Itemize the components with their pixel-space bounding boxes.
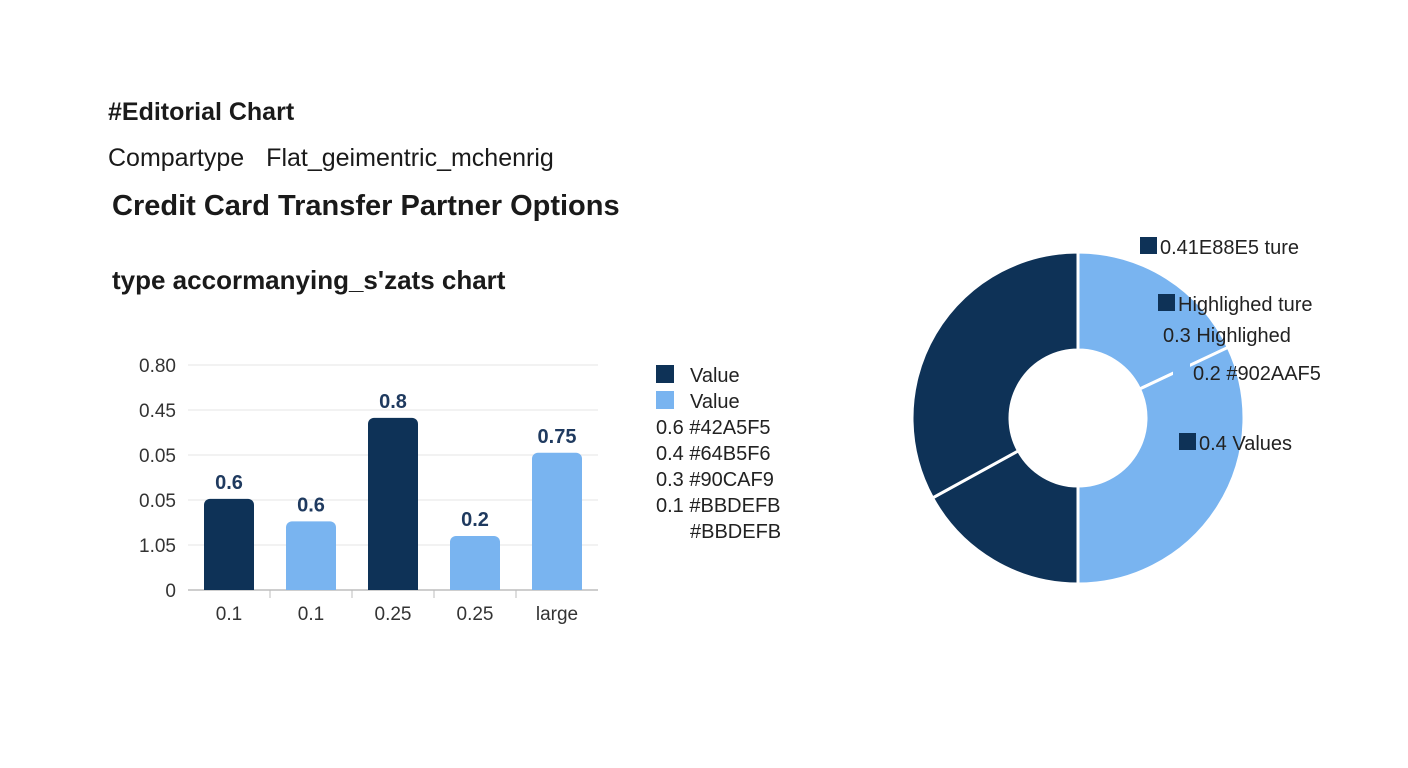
donut-legend-label: 0.41E88E5 ture (1160, 237, 1299, 259)
donut-chart: 0.41E88E5 ture Highlighed ture 0.3 Highlig… (910, 237, 1321, 586)
editorial-tag: #Editorial Chart (108, 98, 295, 126)
donut-slice (931, 449, 1080, 586)
chart-title: Credit Card Transfer Partner Options (112, 190, 620, 222)
bar-base (368, 582, 418, 590)
bar (450, 536, 500, 590)
donut-slice (1076, 345, 1246, 586)
x-tick-label: 0.1 (216, 604, 242, 625)
bar (368, 417, 418, 590)
y-tick-label: 0.05 (139, 491, 176, 512)
legend-note: 0.6 #42A5F5 (656, 417, 771, 439)
legend-note: 0.4 #64B5F6 (656, 443, 771, 465)
legend-swatch (656, 391, 674, 409)
y-tick-label: 0 (165, 581, 176, 602)
donut-legend-label: 0.2 #902AAF5 (1193, 363, 1321, 385)
legend-note: #BBDEFB (690, 521, 781, 543)
legend-note: 0.1 #BBDEFB (656, 495, 781, 517)
donut-legend-swatch (1158, 294, 1175, 311)
legend-note: 0.3 #90CAF9 (656, 469, 774, 491)
bar-chart: 0.80 0.45 0.05 0.05 1.05 0 0.6 0.1 0.6 0.1 0.8 0.25… (139, 356, 781, 625)
donut-legend-swatch (1173, 363, 1190, 380)
y-tick-label: 0.80 (139, 356, 176, 377)
bar-value-label: 0.75 (538, 426, 577, 448)
donut-legend-label: 0.3 Highlighed (1163, 325, 1291, 347)
bar (204, 498, 254, 590)
donut-legend-label: 0.4 Values (1199, 433, 1292, 455)
y-tick-label: 0.45 (139, 401, 176, 422)
meta-value: Flat_geimentric_mchenrig (266, 144, 554, 172)
x-tick-label: 0.25 (457, 604, 494, 625)
bar-base (286, 582, 336, 590)
meta-line: Compartype Flat_geimentric_mchenrig (108, 144, 554, 173)
meta-label: Compartype (108, 144, 245, 172)
y-tick-label: 0.05 (139, 446, 176, 467)
bar (532, 452, 582, 590)
legend-label: Value (690, 365, 740, 387)
bar-base (532, 582, 582, 590)
bar (286, 521, 336, 590)
x-tick-label: 0.1 (298, 604, 324, 625)
donut-slice (1076, 250, 1230, 391)
legend-label: Value (690, 391, 740, 413)
chart-subtitle: type accormanying_s'zats chart (112, 265, 506, 295)
bar-value-label: 0.6 (297, 494, 325, 516)
y-tick-label: 1.05 (139, 536, 176, 557)
bar-base (450, 582, 500, 590)
donut-legend-swatch (1140, 237, 1157, 254)
donut-legend-swatch (1179, 433, 1196, 450)
bar-value-label: 0.2 (461, 509, 489, 531)
donut-legend-label: Highlighed ture (1178, 294, 1313, 316)
x-tick-label: 0.25 (375, 604, 412, 625)
bar-value-label: 0.8 (379, 391, 407, 413)
x-tick-label: large (536, 604, 578, 625)
bar-base (204, 582, 254, 590)
legend-swatch (656, 365, 674, 383)
donut-slice (910, 250, 1080, 500)
bar-value-label: 0.6 (215, 472, 243, 494)
